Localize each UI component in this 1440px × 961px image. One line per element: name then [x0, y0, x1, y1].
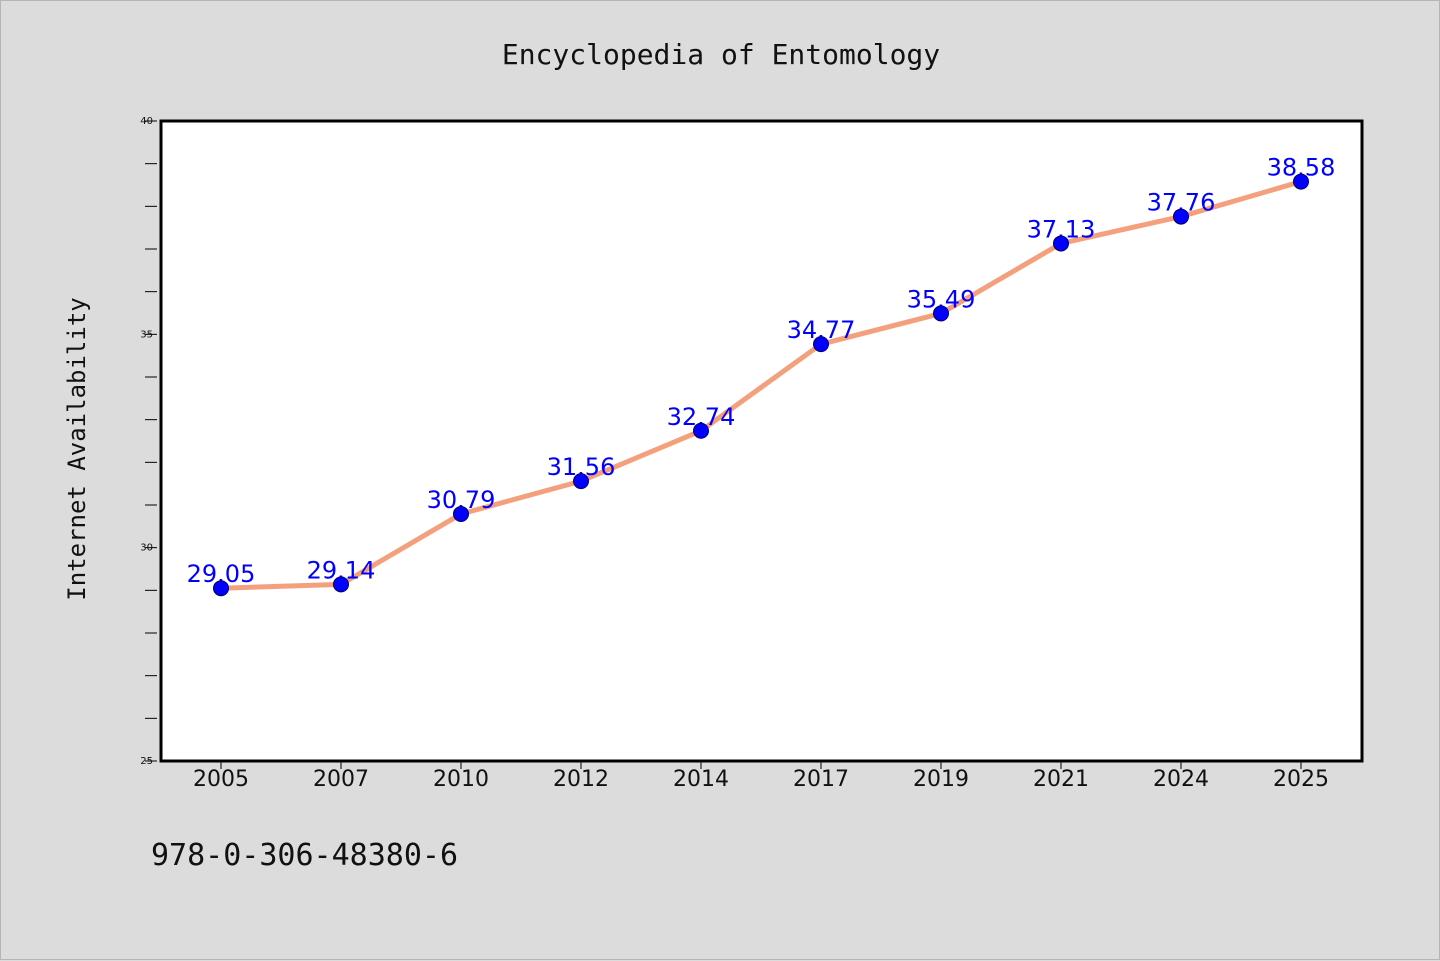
x-tick-label: 2007: [313, 767, 369, 792]
footer-isbn: 978-0-306-48380-6: [151, 838, 458, 873]
data-point: [333, 576, 349, 593]
x-tick-label: 2019: [913, 767, 969, 792]
plot-area: [159, 119, 1364, 763]
data-point: [213, 580, 229, 597]
series-layer: 29.05 29.1430.7931.5632.7434.7735.4937.13…: [187, 154, 1335, 597]
y-tick-label: 35: [140, 329, 153, 340]
x-tick-label: 2017: [793, 767, 849, 792]
x-tick-label: 2005: [193, 767, 249, 792]
x-tick-label: 2024: [1153, 767, 1209, 792]
x-tick-label: 2010: [433, 767, 489, 792]
data-point: [693, 422, 709, 439]
data-point: [933, 305, 949, 322]
x-tick-label: 2014: [673, 767, 729, 792]
data-point: [573, 473, 589, 490]
y-tick-label: 30: [140, 543, 153, 554]
x-tick-label: 2025: [1273, 767, 1329, 792]
y-tick-label: 25: [140, 756, 153, 767]
data-point: [1293, 173, 1309, 190]
x-axis-ticks: 2005 2007 2010 2012 2014 2017 2019 2021 2024 2025: [193, 761, 1329, 792]
x-tick-label: 2021: [1033, 767, 1089, 792]
data-point: [1173, 208, 1189, 225]
data-point: [453, 505, 469, 522]
x-tick-label: 2012: [553, 767, 609, 792]
data-point: [813, 336, 829, 353]
chart-title: Encyclopedia of Entomology: [502, 38, 940, 71]
y-axis-label: Internet Availability: [63, 297, 91, 600]
series-line: [218, 179, 1304, 591]
data-point: [1053, 235, 1069, 252]
y-axis-ticks: 25 30 35 40: [140, 116, 157, 767]
y-tick-label: 40: [140, 116, 153, 127]
